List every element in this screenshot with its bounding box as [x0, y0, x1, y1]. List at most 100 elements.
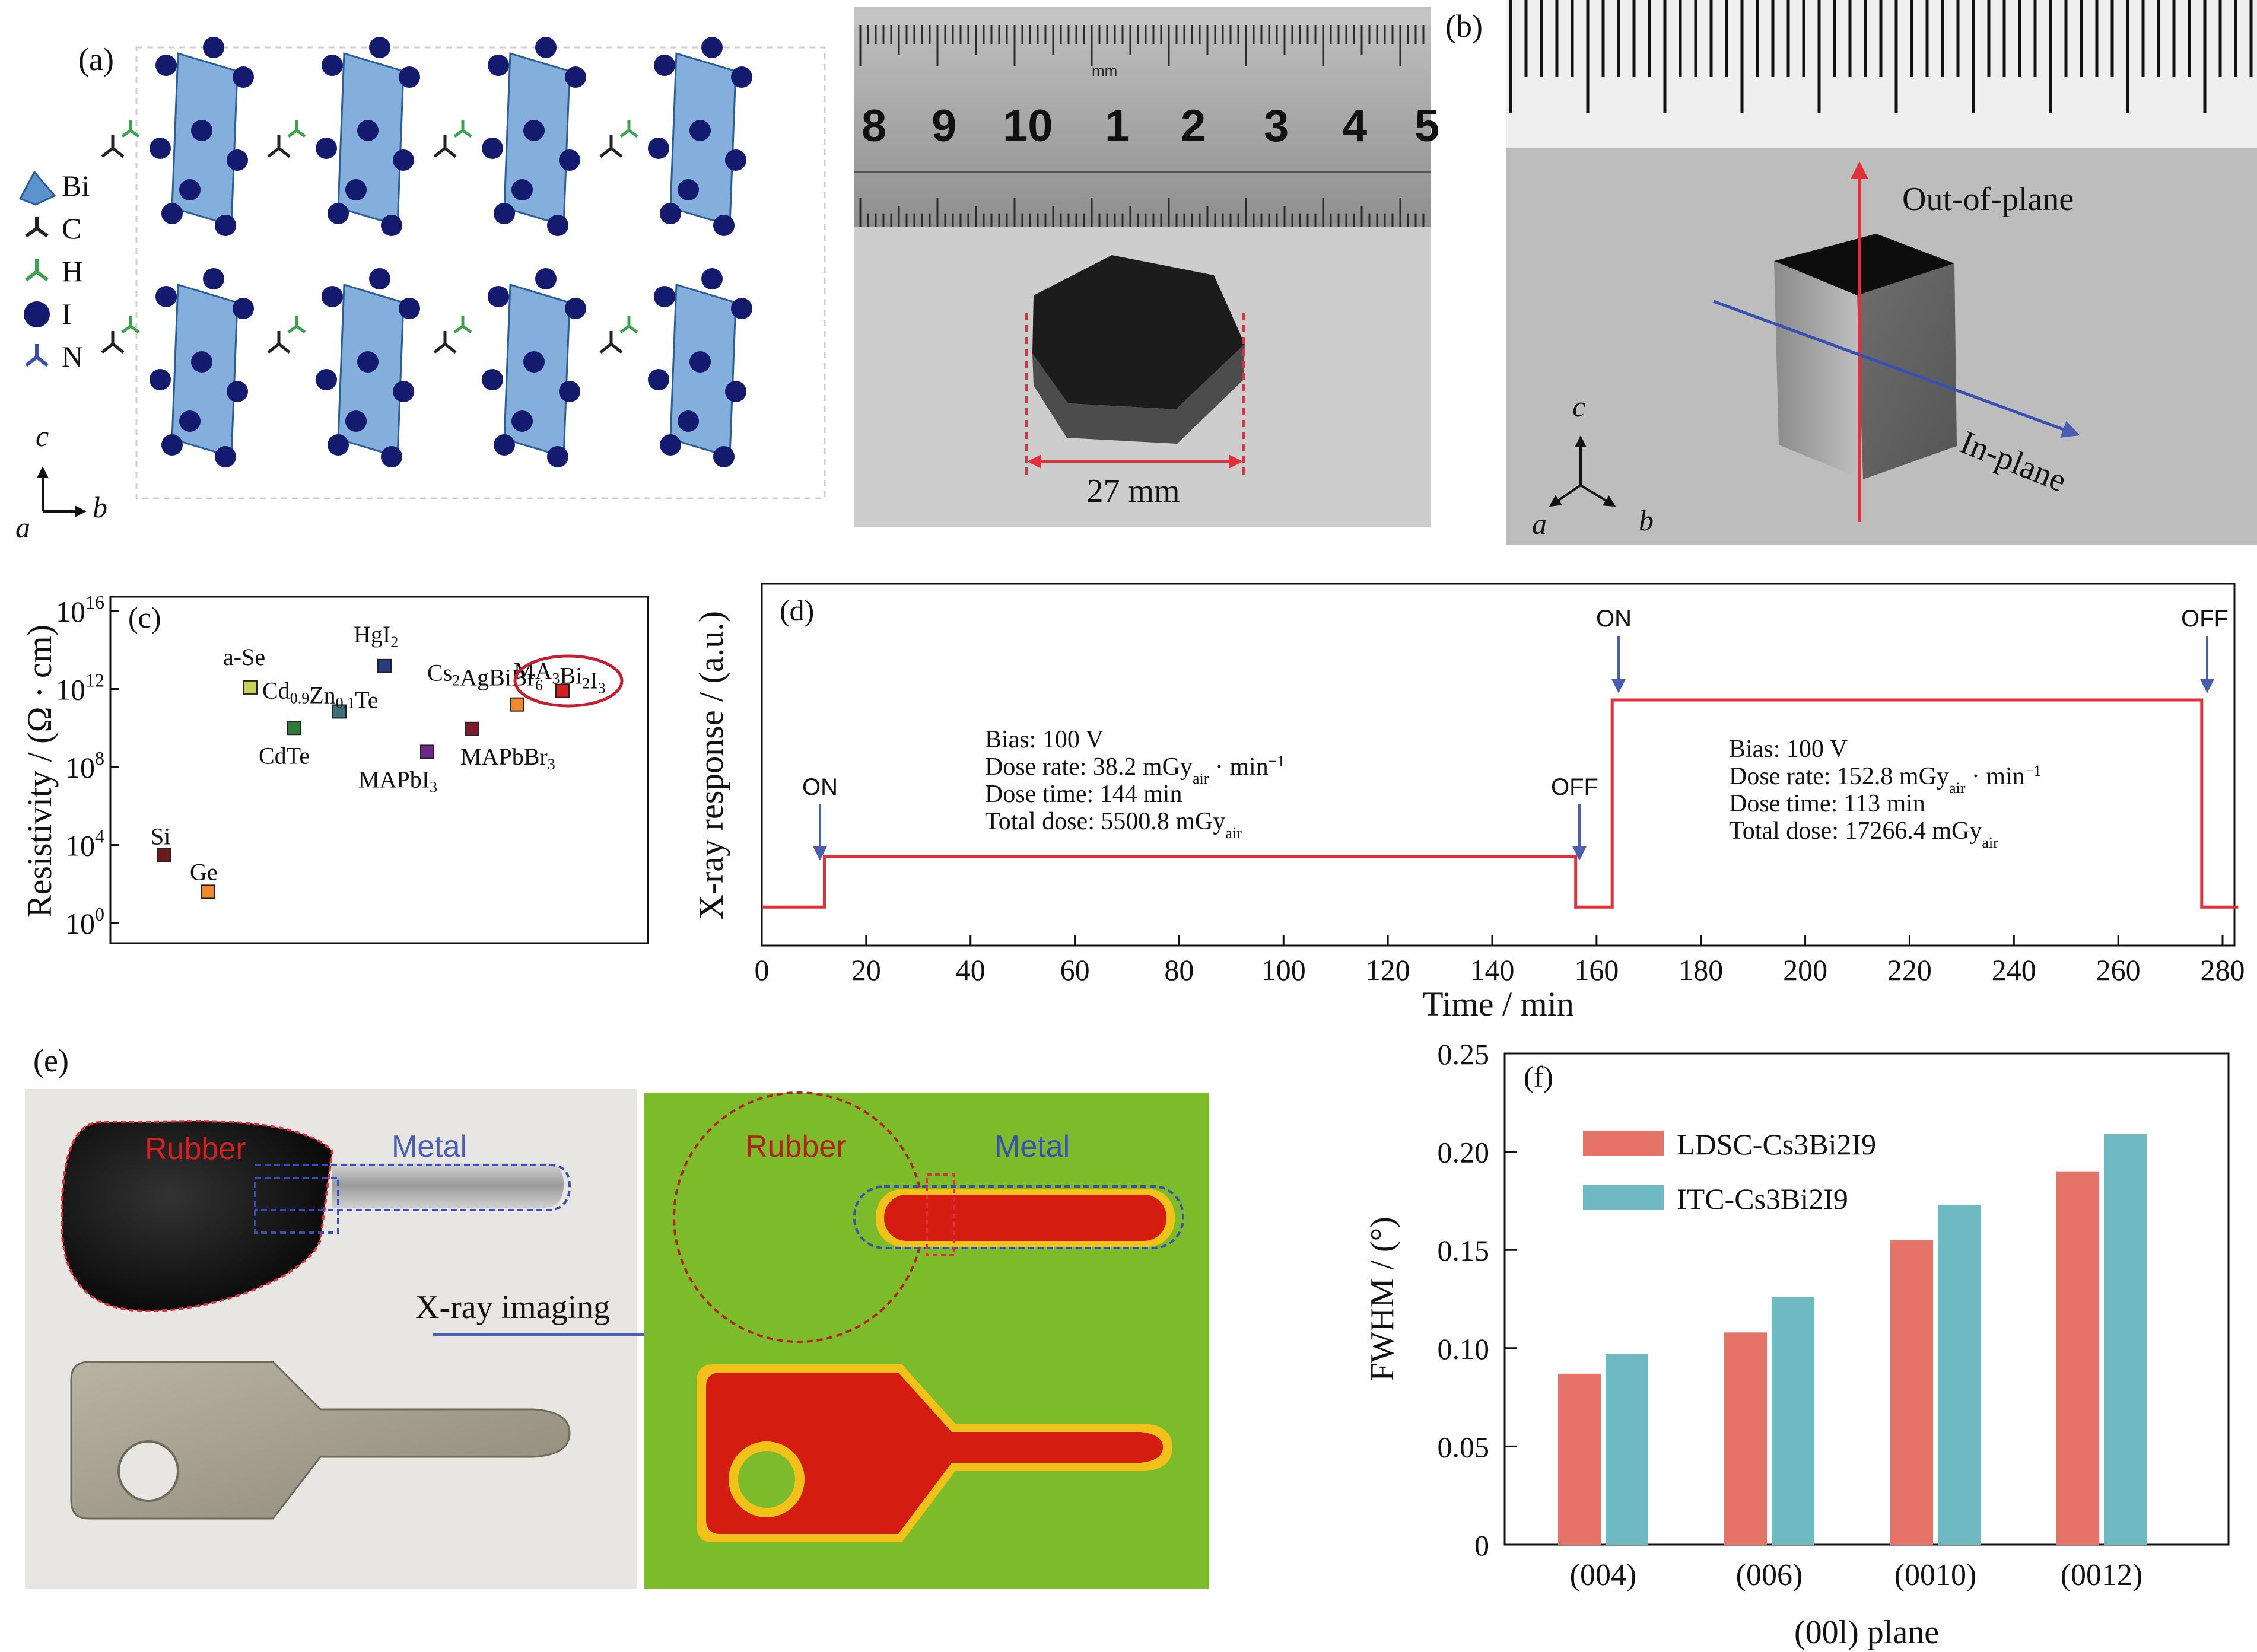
- iodine-atom: [547, 215, 568, 236]
- iodine-atom: [535, 37, 557, 58]
- ruler: [854, 25, 1431, 227]
- scatter-label: a-Se: [223, 644, 265, 670]
- dimension-label: 27 mm: [1086, 473, 1180, 510]
- panel-c-ylabel: Resistivity / (Ω · cm): [20, 625, 59, 918]
- iodine-atom: [535, 268, 557, 289]
- iodine-atom: [357, 351, 379, 373]
- highlight-ellipse: [513, 654, 624, 708]
- metal-outline-dashed: [255, 1164, 571, 1211]
- xtick-label: 80: [1164, 953, 1194, 986]
- cube-ruler-ticks: [1509, 0, 2253, 113]
- iodine-atom: [654, 55, 675, 76]
- panel-b-label: (b): [1445, 8, 1483, 44]
- panel-e: (e) Rubber Metal X-ray imaging: [25, 1043, 1209, 1589]
- svg-text:8: 8: [862, 101, 886, 151]
- ruler-numbers: 8 9 10 1 2 3 4 5 mm: [862, 62, 1439, 151]
- svg-text:Bias: 100 V: Bias: 100 V: [1729, 736, 1848, 763]
- iodine-atom: [322, 55, 343, 76]
- rubber-key: Rubber Metal: [60, 1119, 571, 1313]
- panel-c-label: (c): [128, 601, 161, 634]
- hexagonal-crystal: [1032, 255, 1245, 409]
- xtick-label: 100: [1261, 953, 1306, 986]
- xtick-label: 120: [1366, 953, 1410, 986]
- metal-key-body: [70, 1361, 571, 1520]
- on-marker-2: ON: [1596, 606, 1632, 632]
- xtick-label: 240: [1992, 953, 2036, 986]
- ytick-label: 1016: [56, 591, 104, 628]
- iodine-atom: [215, 446, 236, 467]
- iodine-atom: [399, 66, 420, 88]
- iodine-atom: [161, 203, 183, 224]
- iodine-atom: [179, 179, 201, 200]
- ytick-label: 108: [65, 747, 104, 784]
- xtick-label: (004): [1570, 1558, 1637, 1592]
- octahedron-block: [482, 37, 586, 236]
- xray-image: Rubber Metal: [644, 1091, 1209, 1589]
- panel-f-label: (f): [1524, 1060, 1553, 1093]
- scatter-label: HgI2: [354, 621, 398, 651]
- metal-key: [70, 1361, 571, 1520]
- bar-itc: [1938, 1205, 1981, 1545]
- legend-bi: Bi: [18, 169, 90, 206]
- panel-d-ylabel: X-ray response / (a.u.): [692, 611, 730, 919]
- legend-i: I: [24, 297, 72, 330]
- iodine-atom: [369, 37, 390, 58]
- iodine-atom: [203, 37, 224, 58]
- dose-info-2: Bias: 100 V Dose rate: 152.8 mGyair · mi…: [1729, 736, 2041, 851]
- iodine-atom: [660, 434, 681, 456]
- bar-ldsc: [2056, 1171, 2099, 1545]
- off-marker-1: OFF: [1551, 774, 1598, 800]
- bar-ldsc: [1558, 1373, 1601, 1545]
- panel-f-yticks: 0 0.05 0.10 0.15 0.20 0.25: [1438, 1037, 1517, 1562]
- iodine-atom: [345, 410, 367, 432]
- axis-b-label-b: b: [1639, 504, 1654, 537]
- legend-swatch-itc: [1583, 1185, 1664, 1210]
- xtick-label: 280: [2201, 953, 2245, 986]
- iodine-atom: [660, 203, 681, 224]
- scatter-point: [201, 884, 215, 899]
- bar-ldsc: [1890, 1240, 1933, 1545]
- axis-triad-a: c b a: [15, 419, 107, 544]
- svg-text:Total dose: 5500.8 mGyair: Total dose: 5500.8 mGyair: [985, 808, 1242, 842]
- iodine-atom: [523, 120, 545, 141]
- scatter-point: [332, 704, 347, 719]
- ma-molecule: [433, 316, 472, 354]
- legend-label-bi: Bi: [62, 169, 90, 202]
- on-off-markers: ON OFF ON OFF: [802, 606, 2229, 861]
- ma-molecule: [599, 120, 638, 158]
- iodine-atom: [161, 434, 183, 456]
- panel-c-frame: [109, 596, 649, 944]
- iodine-atom: [725, 149, 746, 171]
- scatter-point: [377, 658, 392, 673]
- cube-left-face: [1774, 261, 1863, 479]
- key-ring-hole: [117, 1440, 179, 1502]
- legend-label-h: H: [62, 254, 83, 288]
- iodine-atom: [689, 351, 711, 373]
- nitrogen-bond-icon: [25, 344, 49, 367]
- iodine-atom: [233, 66, 254, 88]
- iodine-atom: [203, 268, 224, 289]
- scatter-label: MA3Bi2I3: [514, 658, 606, 697]
- svg-text:3: 3: [1264, 101, 1289, 151]
- legend-label-i: I: [62, 297, 72, 330]
- out-of-plane-label: Out-of-plane: [1902, 181, 2074, 218]
- svg-text:4: 4: [1342, 101, 1367, 151]
- axis-a-label: a: [15, 511, 30, 544]
- ytick-label: 104: [65, 826, 104, 862]
- panel-c-yticks: 100 104 108 1012 1016: [56, 591, 119, 940]
- ma-molecule: [101, 120, 140, 158]
- axis-c-label: c: [36, 419, 49, 453]
- svg-text:Dose rate: 152.8 mGyair · min−: Dose rate: 152.8 mGyair · min−1: [1729, 762, 2041, 797]
- octahedron-block: [316, 37, 420, 236]
- panel-f-xlabel: (00l) plane: [1794, 1614, 1939, 1651]
- octahedron-block: [316, 268, 420, 467]
- crystal-photo: 8 9 10 1 2 3 4 5 mm 27 mm: [854, 7, 1439, 527]
- iodine-atom: [725, 381, 746, 402]
- iodine-atom: [322, 286, 343, 307]
- carbon-bond-icon: [25, 217, 49, 238]
- ytick-label: 0: [1474, 1529, 1489, 1562]
- panel-c-points: Si Ge a-Se CdTe Cd0.9Zn0.1Te HgI2 MAPbI3 MAPbBr…: [151, 621, 606, 899]
- xtick-label: 220: [1887, 953, 1932, 986]
- xtick-label: 160: [1574, 953, 1619, 986]
- iodine-atom: [559, 149, 580, 171]
